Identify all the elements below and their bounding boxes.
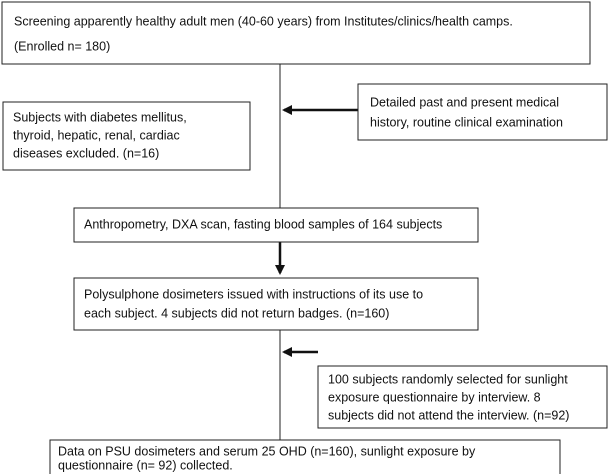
flow-box [1,1,591,65]
box-text: Anthropometry, DXA scan, fasting blood s… [84,217,442,231]
flow-box [49,439,561,474]
box-text: exposure questionnaire by interview. 8 [328,390,541,404]
box-text: questionnaire (n= 92) collected. [58,458,233,472]
box-text: 100 subjects randomly selected for sunli… [328,372,568,386]
box-text: Detailed past and present medical [370,95,559,109]
box-text: thyroid, hepatic, renal, cardiac [13,128,180,142]
box-text: diseases excluded. (n=16) [13,146,159,160]
box-text: Polysulphone dosimeters issued with inst… [84,287,423,301]
box-text: (Enrolled n= 180) [14,39,110,53]
flow-box [317,365,608,429]
box-text: history, routine clinical examination [370,115,563,129]
box-text: Subjects with diabetes mellitus, [13,110,187,124]
flow-box [2,101,251,171]
flow-box [357,83,608,141]
box-text: Screening apparently healthy adult men (… [14,14,513,28]
box-text: each subject. 4 subjects did not return … [84,306,389,320]
box-text: Data on PSU dosimeters and serum 25 OHD … [58,444,476,458]
flow-box [73,277,479,331]
flow-box [73,207,479,243]
box-text: subjects did not attend the interview. (… [328,408,569,422]
